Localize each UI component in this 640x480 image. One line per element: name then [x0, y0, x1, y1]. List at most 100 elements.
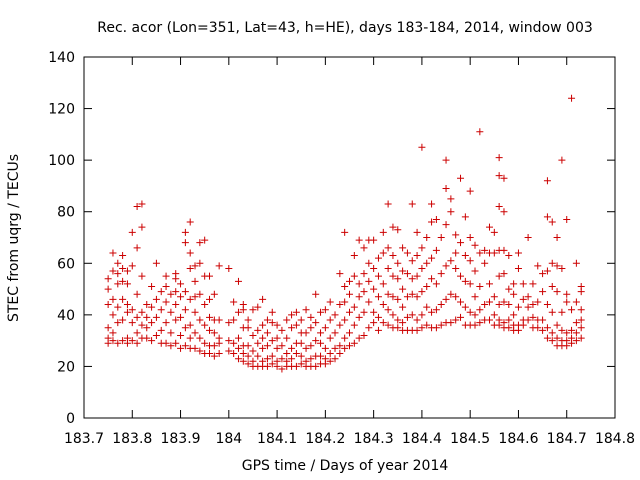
x-axis-ticks: 183.7 183.8 183.9 184 184.1 184.2 184.3 184.4 18… — [64, 57, 635, 447]
data-point — [495, 272, 503, 280]
data-point — [461, 213, 469, 221]
data-point — [413, 326, 421, 334]
data-point — [331, 344, 339, 352]
x-tick-label: 184.6 — [498, 431, 538, 447]
data-point — [505, 285, 513, 293]
data-point — [432, 215, 440, 223]
y-tick-label: 0 — [66, 411, 75, 427]
data-point — [505, 301, 513, 309]
y-tick-label: 140 — [48, 50, 75, 66]
data-point — [529, 313, 537, 321]
data-point — [186, 218, 194, 226]
data-point — [428, 254, 436, 262]
data-point — [297, 339, 305, 347]
data-point — [273, 334, 281, 342]
data-point — [500, 270, 508, 278]
data-point — [263, 342, 271, 350]
data-point — [123, 308, 131, 316]
data-point — [157, 288, 165, 296]
data-point — [346, 308, 353, 316]
x-axis-label: GPS time / Days of year 2014 — [242, 458, 449, 474]
data-point — [394, 316, 402, 324]
data-point — [191, 344, 199, 352]
data-point — [577, 334, 585, 342]
data-point — [577, 316, 585, 324]
data-point — [384, 321, 392, 329]
data-point — [413, 293, 421, 301]
data-point — [283, 357, 291, 365]
data-point — [403, 313, 411, 321]
data-point — [399, 319, 407, 327]
data-point — [307, 324, 315, 332]
data-point — [321, 306, 329, 314]
data-point — [225, 337, 233, 345]
data-point — [336, 342, 344, 350]
data-point — [177, 280, 185, 288]
data-point — [577, 306, 585, 314]
data-point — [495, 203, 503, 211]
data-point — [292, 362, 300, 370]
data-point — [490, 228, 498, 236]
data-point — [495, 301, 503, 309]
data-point — [466, 280, 474, 288]
x-tick-label: 184 — [215, 431, 242, 447]
data-point — [539, 316, 547, 324]
data-point — [292, 321, 300, 329]
data-point — [152, 313, 160, 321]
data-point — [114, 270, 122, 278]
data-point — [500, 319, 508, 327]
data-point — [370, 264, 378, 272]
data-point — [167, 342, 175, 350]
data-point — [312, 319, 320, 327]
data-point — [162, 298, 170, 306]
data-point — [505, 324, 513, 332]
data-point — [457, 272, 465, 280]
data-point — [196, 290, 204, 298]
data-point — [152, 259, 160, 267]
data-point — [360, 270, 368, 278]
data-point — [263, 329, 271, 337]
data-point — [418, 324, 426, 332]
data-point — [278, 355, 286, 363]
data-point — [408, 290, 416, 298]
data-point — [577, 282, 585, 290]
data-point — [123, 280, 131, 288]
data-point — [408, 257, 416, 265]
data-point — [403, 270, 411, 278]
data-point — [495, 172, 503, 180]
data-point — [360, 331, 368, 339]
x-tick-label: 184.7 — [547, 431, 587, 447]
data-point — [413, 316, 421, 324]
data-point — [268, 352, 276, 360]
data-point — [341, 282, 349, 290]
data-point — [148, 303, 156, 311]
data-point — [370, 308, 378, 316]
data-point — [524, 293, 532, 301]
data-point — [471, 241, 479, 249]
data-point — [510, 311, 518, 319]
data-point — [331, 355, 339, 363]
data-point — [191, 329, 199, 337]
data-point — [355, 313, 363, 321]
data-point — [186, 295, 194, 303]
plot-frame — [83, 56, 616, 419]
data-point — [500, 174, 508, 182]
data-point — [331, 311, 339, 319]
data-point — [481, 246, 489, 254]
data-point — [288, 355, 296, 363]
x-tick-label: 184.4 — [402, 431, 442, 447]
data-point — [452, 231, 460, 239]
data-point — [519, 280, 527, 288]
data-point — [133, 290, 141, 298]
data-point — [148, 337, 156, 345]
data-point — [543, 177, 551, 185]
data-point — [384, 290, 392, 298]
data-point — [389, 223, 397, 231]
data-point — [138, 308, 146, 316]
data-point — [558, 308, 566, 316]
data-point — [196, 347, 204, 355]
data-point — [162, 339, 170, 347]
data-point — [312, 362, 320, 370]
data-point — [452, 293, 460, 301]
data-point — [490, 249, 498, 257]
